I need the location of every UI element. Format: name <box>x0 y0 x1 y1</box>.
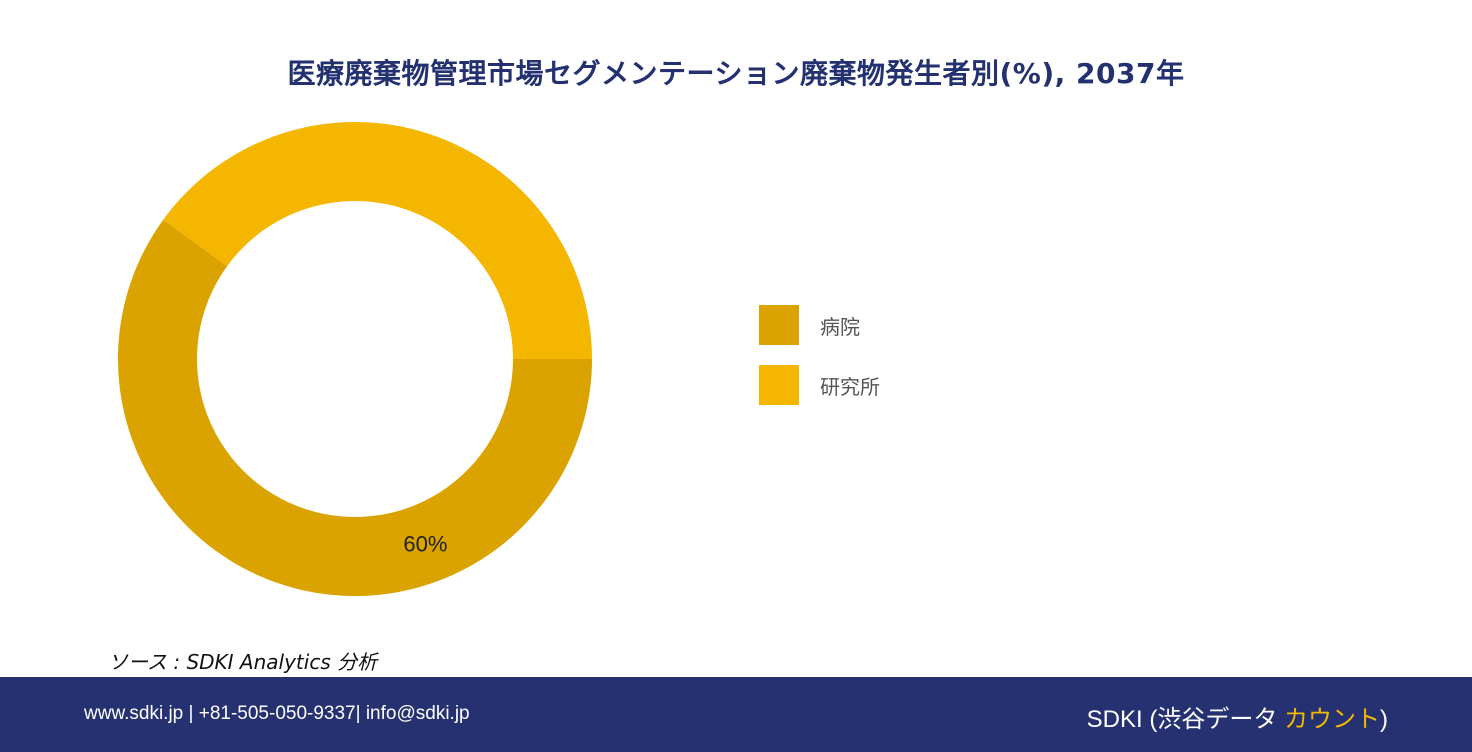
legend-label-hospital: 病院 <box>820 314 860 339</box>
chart-title: 医療廃棄物管理市場セグメンテーション廃棄物発生者別(%), 2037年 <box>287 57 1185 90</box>
legend: 病院 研究所 <box>759 305 880 425</box>
footer-brand-close: ) <box>1380 706 1388 733</box>
donut-chart: 60% <box>117 122 592 597</box>
donut-slice-hospital[interactable] <box>117 219 592 597</box>
legend-swatch-hospital <box>759 305 799 345</box>
footer-bar: www.sdki.jp | +81-505-050-9337| info@sdk… <box>0 677 1472 752</box>
legend-item-hospital[interactable]: 病院 <box>759 305 880 345</box>
donut-slice-lab[interactable] <box>163 122 592 359</box>
footer-brand-main: SDKI (渋谷データ <box>1086 706 1284 733</box>
footer-contact: www.sdki.jp | +81-505-050-9337| info@sdk… <box>84 703 470 724</box>
legend-label-lab: 研究所 <box>820 374 880 399</box>
legend-swatch-lab <box>759 365 799 405</box>
legend-item-lab[interactable]: 研究所 <box>759 365 880 405</box>
footer-brand-accent: カウント <box>1284 706 1380 733</box>
data-label-hospital: 60% <box>403 532 447 557</box>
footer-brand: SDKI (渋谷データ カウント) <box>1087 699 1388 734</box>
source-note: ソース : SDKI Analytics 分析 <box>108 650 378 674</box>
